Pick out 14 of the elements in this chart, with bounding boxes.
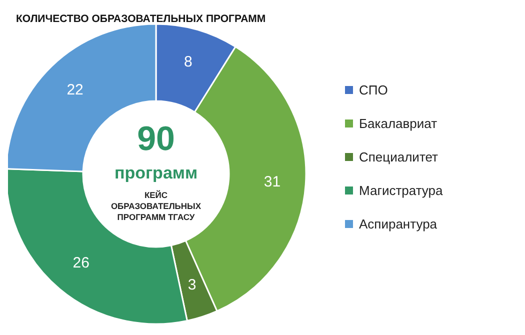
text: 90 bbox=[137, 120, 175, 158]
data-label: 22 bbox=[66, 82, 84, 99]
data-label: 8 bbox=[184, 54, 192, 71]
data-label: 31 bbox=[264, 174, 281, 191]
data-label: 26 bbox=[72, 254, 90, 272]
text: программ bbox=[114, 164, 198, 182]
legend-label: Бакалавриат bbox=[359, 116, 438, 131]
chart-title: КОЛИЧЕСТВО ОБРАЗОВАТЕЛЬНЫХ ПРОГРАММ bbox=[16, 13, 266, 25]
legend-label: Аспирантура bbox=[359, 216, 438, 232]
data-label: 3 bbox=[188, 276, 196, 294]
legend-label: Специалитет bbox=[359, 150, 438, 164]
legend-label: СПО bbox=[359, 82, 388, 98]
text: КЕЙС ОБРАЗОВАТЕЛЬНЫХ ПРОГРАММ ТГАСУ bbox=[110, 190, 202, 222]
legend-label: Магистратура bbox=[359, 183, 444, 198]
